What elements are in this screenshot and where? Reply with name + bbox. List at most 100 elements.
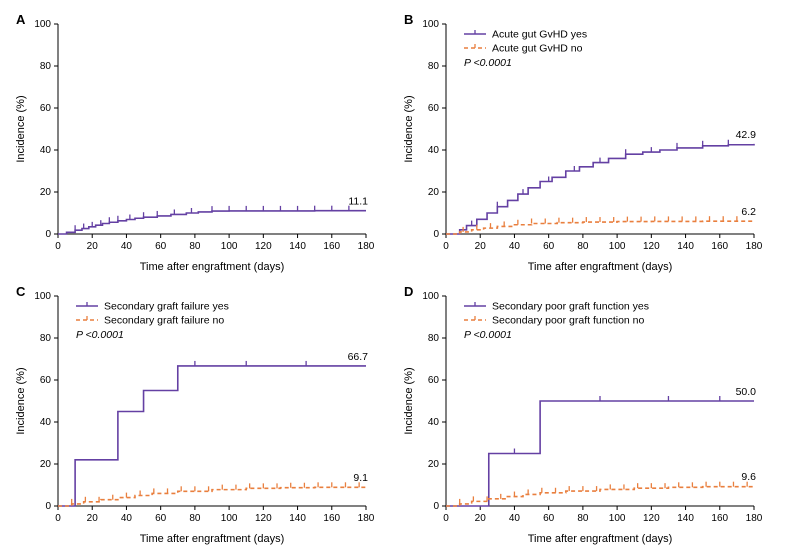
x-tick-label: 40 <box>121 241 133 252</box>
x-axis-title: Time after engraftment (days) <box>528 533 672 545</box>
y-tick-label: 100 <box>34 19 51 30</box>
y-axis-title: Incidence (%) <box>403 367 415 434</box>
series-end-label: 9.6 <box>741 471 756 483</box>
y-tick-label: 40 <box>40 145 52 156</box>
axis-frame <box>58 24 366 234</box>
p-value: P <0.0001 <box>464 329 512 341</box>
x-tick-label: 120 <box>255 241 272 252</box>
x-tick-label: 20 <box>475 241 487 252</box>
y-tick-label: 60 <box>40 375 52 386</box>
legend-label: Secondary poor graft function yes <box>492 301 649 313</box>
axis-frame <box>58 296 366 506</box>
y-axis-title: Incidence (%) <box>15 367 27 434</box>
x-tick-label: 0 <box>443 241 449 252</box>
x-tick-label: 20 <box>87 241 99 252</box>
x-tick-label: 160 <box>323 513 340 524</box>
series-end-label: 9.1 <box>353 472 368 484</box>
x-tick-label: 160 <box>323 241 340 252</box>
x-tick-label: 120 <box>643 241 660 252</box>
y-tick-label: 20 <box>428 459 440 470</box>
figure-grid: A 0 20 40 60 80 100 0 20 40 60 80 100 120 140 160 180 Tim… <box>10 10 778 550</box>
series-line <box>58 211 366 234</box>
y-tick-label: 100 <box>34 291 51 302</box>
x-tick-label: 40 <box>509 241 521 252</box>
x-tick-label: 180 <box>358 241 375 252</box>
series-line <box>58 487 366 506</box>
x-tick-label: 140 <box>289 241 306 252</box>
y-tick-label: 40 <box>40 417 52 428</box>
y-tick-label: 40 <box>428 145 440 156</box>
legend-label: Acute gut GvHD no <box>492 43 583 55</box>
x-tick-label: 0 <box>55 513 61 524</box>
series-end-label: 11.1 <box>348 196 368 208</box>
x-tick-label: 60 <box>543 513 555 524</box>
x-tick-label: 180 <box>746 513 763 524</box>
y-tick-label: 20 <box>40 187 52 198</box>
y-tick-label: 80 <box>40 333 52 344</box>
x-tick-label: 80 <box>577 241 589 252</box>
x-tick-label: 20 <box>475 513 487 524</box>
x-tick-label: 80 <box>189 513 201 524</box>
x-tick-label: 140 <box>677 513 694 524</box>
p-value: P <0.0001 <box>464 57 512 69</box>
x-tick-label: 40 <box>121 513 133 524</box>
y-tick-label: 0 <box>433 229 439 240</box>
p-value: P <0.0001 <box>76 329 124 341</box>
panel-b: B020406080100020406080100120140160180Tim… <box>398 10 782 278</box>
x-tick-label: 100 <box>609 513 626 524</box>
x-tick-label: 100 <box>221 513 238 524</box>
x-tick-label: 20 <box>87 513 99 524</box>
x-tick-label: 160 <box>711 241 728 252</box>
axis-frame <box>446 24 754 234</box>
x-tick-label: 80 <box>577 513 589 524</box>
y-axis-title: Incidence (%) <box>15 95 27 162</box>
y-tick-label: 80 <box>428 333 440 344</box>
y-tick-label: 60 <box>428 103 440 114</box>
y-tick-label: 0 <box>45 501 51 512</box>
x-tick-label: 60 <box>155 241 167 252</box>
x-axis-title: Time after engraftment (days) <box>140 533 284 545</box>
y-tick-label: 0 <box>45 229 51 240</box>
x-tick-label: 0 <box>443 513 449 524</box>
x-tick-label: 180 <box>358 513 375 524</box>
y-tick-label: 60 <box>40 103 52 114</box>
panel-letter: D <box>404 284 413 299</box>
series-end-label: 66.7 <box>348 351 369 363</box>
series-end-label: 42.9 <box>736 129 757 141</box>
series-end-label: 6.2 <box>741 206 756 218</box>
y-tick-label: 40 <box>428 417 440 428</box>
x-axis-title: Time after engraftment (days) <box>140 261 284 273</box>
x-tick-label: 0 <box>55 241 61 252</box>
x-axis-title: Time after engraftment (days) <box>528 261 672 273</box>
x-tick-label: 160 <box>711 513 728 524</box>
y-tick-label: 80 <box>428 61 440 72</box>
panel-letter: C <box>16 284 26 299</box>
series-line <box>446 221 754 234</box>
x-tick-label: 60 <box>543 241 555 252</box>
panel-d: D020406080100020406080100120140160180Tim… <box>398 282 782 550</box>
y-tick-label: 20 <box>428 187 440 198</box>
y-tick-label: 80 <box>40 61 52 72</box>
y-tick-label: 0 <box>433 501 439 512</box>
series-line <box>446 486 754 506</box>
y-tick-label: 20 <box>40 459 52 470</box>
panel-a: A 0 20 40 60 80 100 0 20 40 60 80 100 120 140 160 180 Tim… <box>10 10 394 278</box>
x-tick-label: 180 <box>746 241 763 252</box>
legend-label: Secondary graft failure no <box>104 315 224 327</box>
x-tick-label: 140 <box>677 241 694 252</box>
legend-label: Acute gut GvHD yes <box>492 29 587 41</box>
x-tick-label: 140 <box>289 513 306 524</box>
panel-letter: A <box>16 12 26 27</box>
x-tick-label: 100 <box>221 241 238 252</box>
legend-label: Secondary graft failure yes <box>104 301 229 313</box>
y-tick-label: 60 <box>428 375 440 386</box>
y-tick-label: 100 <box>422 291 439 302</box>
legend-label: Secondary poor graft function no <box>492 315 645 327</box>
x-tick-label: 40 <box>509 513 521 524</box>
panel-c: C 0 20 40 60 80 100 0 20 40 60 80 100 120 140 160 180 Tim… <box>10 282 394 550</box>
panel-letter: B <box>404 12 413 27</box>
x-tick-label: 80 <box>189 241 201 252</box>
x-tick-label: 60 <box>155 513 167 524</box>
x-tick-label: 120 <box>255 513 272 524</box>
series-line <box>58 366 366 506</box>
